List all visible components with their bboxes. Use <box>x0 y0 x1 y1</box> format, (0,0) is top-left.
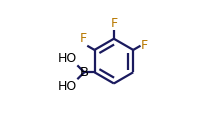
Text: B: B <box>80 66 89 79</box>
Text: F: F <box>80 32 87 45</box>
Text: F: F <box>110 17 118 30</box>
Text: HO: HO <box>58 80 77 93</box>
Text: HO: HO <box>58 52 77 65</box>
Text: F: F <box>141 39 148 52</box>
